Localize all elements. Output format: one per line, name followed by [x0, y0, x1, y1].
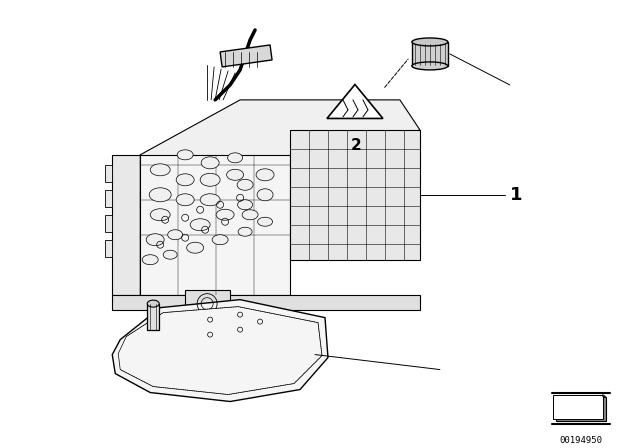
Polygon shape — [140, 155, 290, 295]
Ellipse shape — [237, 179, 253, 190]
Polygon shape — [290, 130, 420, 260]
Polygon shape — [112, 295, 420, 310]
Ellipse shape — [412, 38, 448, 46]
Ellipse shape — [200, 173, 220, 186]
Ellipse shape — [242, 210, 258, 220]
Polygon shape — [147, 304, 159, 330]
Ellipse shape — [147, 300, 159, 307]
Ellipse shape — [146, 234, 164, 246]
Ellipse shape — [177, 150, 193, 160]
Polygon shape — [105, 215, 112, 232]
Ellipse shape — [227, 169, 244, 180]
Ellipse shape — [142, 255, 158, 265]
Text: 1: 1 — [510, 186, 522, 204]
Polygon shape — [556, 396, 605, 421]
Ellipse shape — [216, 209, 234, 220]
Ellipse shape — [200, 194, 220, 206]
Polygon shape — [603, 395, 605, 396]
Polygon shape — [112, 300, 328, 401]
Polygon shape — [327, 85, 383, 118]
Ellipse shape — [212, 235, 228, 245]
Ellipse shape — [187, 242, 204, 253]
Text: 00194950: 00194950 — [559, 436, 602, 445]
Ellipse shape — [256, 169, 274, 181]
Ellipse shape — [412, 62, 448, 70]
Polygon shape — [112, 155, 140, 295]
Ellipse shape — [176, 194, 194, 206]
Ellipse shape — [257, 217, 273, 226]
Ellipse shape — [237, 200, 253, 210]
Polygon shape — [105, 240, 112, 257]
Ellipse shape — [168, 230, 182, 240]
Ellipse shape — [150, 209, 170, 221]
Text: 2: 2 — [351, 138, 362, 153]
Ellipse shape — [228, 153, 243, 163]
Polygon shape — [185, 290, 230, 318]
Polygon shape — [140, 100, 420, 175]
Polygon shape — [118, 306, 322, 395]
Ellipse shape — [257, 189, 273, 201]
Ellipse shape — [190, 219, 210, 231]
Polygon shape — [553, 395, 603, 418]
Ellipse shape — [163, 250, 177, 259]
Polygon shape — [105, 165, 112, 182]
Ellipse shape — [149, 188, 171, 202]
Polygon shape — [412, 42, 448, 66]
Polygon shape — [105, 190, 112, 207]
Ellipse shape — [238, 227, 252, 236]
Ellipse shape — [150, 164, 170, 176]
Polygon shape — [220, 45, 272, 67]
Ellipse shape — [201, 157, 219, 169]
Ellipse shape — [176, 174, 194, 186]
